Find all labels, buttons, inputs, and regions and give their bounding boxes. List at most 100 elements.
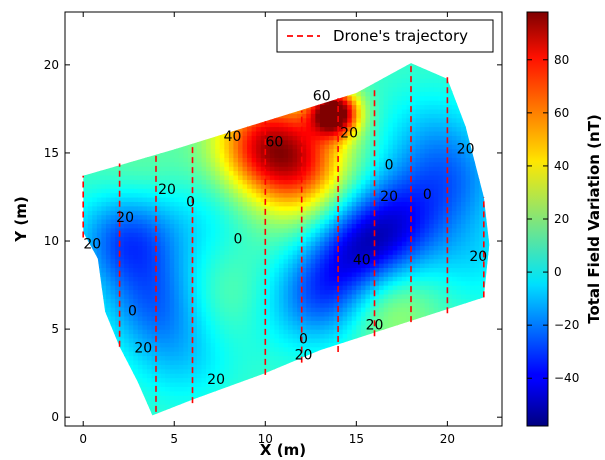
heatmap-cell xyxy=(256,73,262,79)
heatmap-cell xyxy=(201,78,207,84)
heatmap-cell xyxy=(247,381,253,387)
heatmap-cell xyxy=(306,302,312,308)
heatmap-cell xyxy=(228,64,235,70)
heatmap-cell xyxy=(329,263,335,269)
heatmap-cell xyxy=(283,254,289,260)
heatmap-cell xyxy=(215,408,221,414)
heatmap-cell xyxy=(174,381,180,387)
heatmap-cell xyxy=(210,307,216,313)
heatmap-cell xyxy=(274,108,280,114)
heatmap-cell xyxy=(310,130,316,136)
heatmap-cell xyxy=(83,355,89,361)
heatmap-cell xyxy=(101,179,107,185)
heatmap-cell xyxy=(124,377,130,383)
heatmap-cell xyxy=(105,285,112,291)
heatmap-cell xyxy=(251,249,257,255)
heatmap-cell xyxy=(247,73,253,79)
heatmap-cell xyxy=(319,188,326,194)
heatmap-cell xyxy=(174,399,180,405)
heatmap-cell xyxy=(201,227,207,233)
heatmap-cell xyxy=(315,196,321,202)
heatmap-cell xyxy=(351,351,357,357)
heatmap-cell xyxy=(219,69,225,75)
heatmap-cell xyxy=(174,73,180,79)
heatmap-cell xyxy=(256,64,262,70)
heatmap-cell xyxy=(105,100,112,106)
heatmap-cell xyxy=(83,298,89,304)
heatmap-cell xyxy=(228,377,235,383)
heatmap-cell xyxy=(319,373,326,379)
heatmap-cell xyxy=(110,399,116,405)
heatmap-cell xyxy=(351,104,357,110)
heatmap-cell xyxy=(101,214,107,220)
heatmap-cell xyxy=(301,333,307,339)
heatmap-cell xyxy=(315,63,321,66)
heatmap-cell xyxy=(183,390,189,396)
heatmap-cell xyxy=(347,227,353,233)
heatmap-cell xyxy=(128,241,134,247)
heatmap-cell xyxy=(197,152,203,158)
heatmap-cell xyxy=(105,346,112,352)
heatmap-cell xyxy=(247,408,253,414)
heatmap-cell xyxy=(101,245,107,251)
heatmap-cell xyxy=(265,245,271,251)
heatmap-cell xyxy=(237,311,244,317)
heatmap-cell xyxy=(269,342,275,348)
heatmap-cell xyxy=(269,157,275,163)
heatmap-cell xyxy=(215,386,221,392)
heatmap-cell xyxy=(87,100,93,106)
heatmap-cell xyxy=(278,364,285,370)
heatmap-cell xyxy=(105,245,112,251)
heatmap-cell xyxy=(137,196,143,202)
heatmap-cell xyxy=(310,214,316,220)
heatmap-cell xyxy=(306,104,312,110)
heatmap-cell xyxy=(306,412,312,416)
heatmap-cell xyxy=(192,201,198,207)
heatmap-cell xyxy=(315,192,321,198)
heatmap-cell xyxy=(101,95,107,101)
heatmap-cell xyxy=(197,351,203,357)
heatmap-cell xyxy=(283,346,289,352)
heatmap-cell xyxy=(165,152,171,158)
heatmap-cell xyxy=(128,329,134,335)
heatmap-cell xyxy=(269,82,275,88)
heatmap-cell xyxy=(237,355,244,361)
heatmap-cell xyxy=(187,342,194,348)
heatmap-cell xyxy=(256,408,262,414)
heatmap-cell xyxy=(169,139,175,145)
heatmap-cell xyxy=(274,95,280,101)
heatmap-cell xyxy=(265,236,271,242)
heatmap-cell xyxy=(333,174,339,180)
heatmap-cell xyxy=(237,188,244,194)
heatmap-cell xyxy=(310,399,316,405)
heatmap-cell xyxy=(192,298,198,304)
heatmap-cell xyxy=(333,342,339,348)
heatmap-cell xyxy=(169,113,175,119)
heatmap-cell xyxy=(237,254,244,260)
heatmap-cell xyxy=(210,390,216,396)
heatmap-cell xyxy=(351,144,357,150)
heatmap-cell xyxy=(197,258,203,264)
heatmap-cell xyxy=(219,381,225,387)
heatmap-cell xyxy=(178,232,184,238)
heatmap-cell xyxy=(92,201,98,207)
heatmap-cell xyxy=(301,100,307,106)
heatmap-cell xyxy=(315,113,321,119)
heatmap-cell xyxy=(197,210,203,216)
heatmap-cell xyxy=(92,126,98,132)
heatmap-cell xyxy=(319,241,326,247)
heatmap-cell xyxy=(278,241,285,247)
heatmap-cell xyxy=(92,205,98,211)
heatmap-cell xyxy=(333,236,339,242)
heatmap-cell xyxy=(292,311,298,317)
heatmap-cell xyxy=(269,267,275,273)
heatmap-cell xyxy=(92,104,98,110)
heatmap-cell xyxy=(197,368,203,374)
heatmap-cell xyxy=(329,166,335,172)
heatmap-cell xyxy=(301,276,307,282)
heatmap-cell xyxy=(146,161,153,167)
heatmap-cell xyxy=(128,219,134,224)
heatmap-cell xyxy=(251,315,257,321)
heatmap-cell xyxy=(247,390,253,396)
heatmap-cell xyxy=(310,135,316,141)
